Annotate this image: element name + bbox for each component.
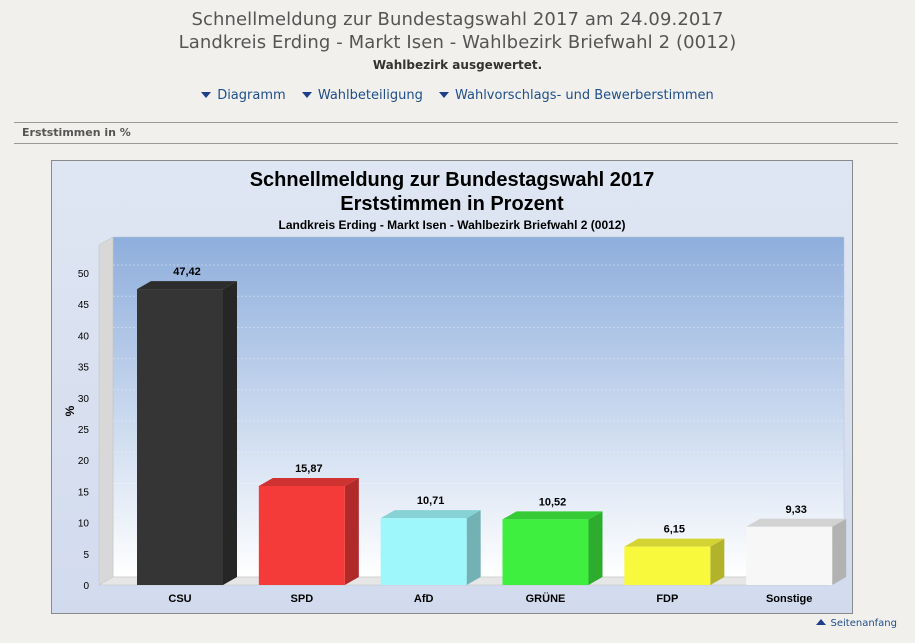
bar-spd: [258, 485, 345, 585]
bar-value-label: 9,33: [785, 504, 806, 516]
y-tick-label: 40: [78, 331, 90, 342]
arrow-down-icon: [201, 92, 212, 98]
y-tick-label: 0: [83, 581, 89, 592]
bar-chart: Schnellmeldung zur Bundestagswahl 2017 E…: [63, 169, 847, 605]
bar-value-label: 6,15: [664, 524, 685, 536]
chart-frame: Schnellmeldung zur Bundestagswahl 2017 E…: [51, 160, 853, 614]
y-axis-label: %: [63, 405, 77, 416]
nav-link-label: Wahlbeteiligung: [317, 88, 423, 103]
page-title-line1: Schnellmeldung zur Bundestagswahl 2017 a…: [191, 9, 724, 30]
nav-link-wahlvorschlaege[interactable]: Wahlvorschlags- und Bewerberstimmen: [438, 88, 714, 103]
x-tick-label: CSU: [168, 593, 191, 605]
bar-value-label: 10,71: [417, 495, 445, 507]
bar-fdp: [624, 546, 711, 585]
bar-value-label: 10,52: [539, 496, 567, 508]
x-tick-label: FDP: [656, 593, 678, 605]
chart-subtitle: Erststimmen in Prozent: [340, 193, 564, 215]
status-text: Wahlbezirk ausgewertet.: [372, 58, 543, 72]
y-tick-label: 25: [78, 425, 90, 436]
page-title-line2: Landkreis Erding - Markt Isen - Wahlbezi…: [178, 32, 737, 53]
bar-top-3: [502, 511, 603, 520]
bar-top-0: [137, 281, 237, 290]
y-tick-label: 15: [78, 487, 90, 498]
x-tick-label: SPD: [291, 593, 314, 605]
nav-link-wahlbeteiligung[interactable]: Wahlbeteiligung: [301, 88, 423, 103]
bar-csu: [137, 289, 223, 585]
y-tick-label: 35: [78, 363, 90, 374]
bar-grüne: [502, 519, 589, 585]
y-tick-label: 45: [78, 300, 90, 311]
bar-top-4: [624, 538, 725, 547]
nav-link-label: Wahlvorschlags- und Bewerberstimmen: [454, 88, 714, 103]
arrow-up-icon: [815, 619, 826, 625]
chart-caption: Landkreis Erding - Markt Isen - Wahlbezi…: [279, 218, 626, 232]
bar-top-5: [746, 518, 847, 527]
chart-title: Schnellmeldung zur Bundestagswahl 2017: [250, 169, 655, 191]
plot-area: 0 5 10 15 20 25 30 35 40 45 50 47,42 CSU 15,87 SPD 10,7…: [78, 236, 847, 605]
y-tick-label: 20: [78, 456, 90, 467]
nav-link-diagramm[interactable]: Diagramm: [201, 88, 286, 103]
bar-top-1: [258, 477, 359, 486]
arrow-down-icon: [438, 92, 449, 98]
section-title: Erststimmen in %: [22, 126, 131, 139]
y-tick-label: 50: [78, 269, 90, 280]
nav-link-label: Diagramm: [217, 88, 286, 103]
bar-side-5: [832, 518, 847, 585]
bar-top-2: [380, 510, 481, 519]
bar-value-label: 47,42: [173, 266, 201, 278]
x-tick-label: Sonstige: [766, 593, 812, 605]
anchor-nav: Diagramm Wahlbeteiligung Wahlvorschlags-…: [0, 88, 915, 103]
bar-value-label: 15,87: [295, 463, 323, 475]
y-tick-label: 30: [78, 394, 90, 405]
bar-side-4: [710, 538, 725, 585]
bar-sonstige: [746, 526, 833, 585]
x-tick-label: GRÜNE: [526, 592, 566, 605]
back-to-top-label: Seitenanfang: [830, 618, 898, 629]
arrow-down-icon: [301, 92, 312, 98]
y-tick-label: 5: [83, 550, 89, 561]
page-header: Schnellmeldung zur Bundestagswahl 2017 a…: [0, 8, 915, 72]
bar-side-0: [223, 281, 237, 585]
bar-side-3: [588, 511, 603, 585]
y-tick-label: 10: [78, 519, 90, 530]
plot-side-wall: [98, 236, 114, 586]
bar-afd: [380, 518, 467, 585]
back-to-top-link[interactable]: Seitenanfang: [815, 618, 898, 629]
bar-side-1: [344, 477, 359, 585]
section-header: Erststimmen in %: [14, 122, 898, 144]
bar-side-2: [466, 510, 481, 585]
x-tick-label: AfD: [414, 593, 434, 605]
